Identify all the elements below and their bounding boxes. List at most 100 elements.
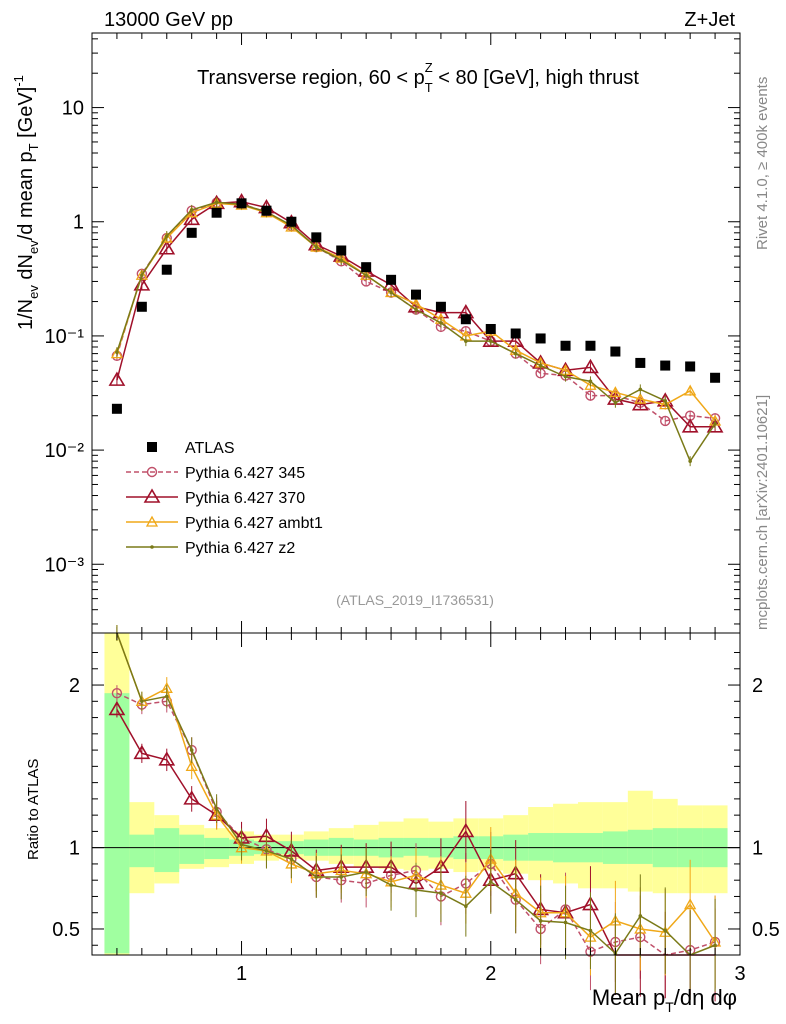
data-point [158, 240, 176, 255]
data-point [513, 351, 518, 356]
uncertainty-band-inner [104, 693, 130, 954]
data-point [183, 210, 201, 226]
ratio-point [538, 919, 543, 923]
ratio-point [158, 751, 176, 766]
ratio-point [183, 790, 201, 805]
analysis-watermark: (ATLAS_2019_I1736531) [336, 592, 494, 608]
uncertainty-band-inner [627, 829, 653, 864]
data-point [706, 418, 724, 433]
legend-label: ATLAS [185, 440, 235, 457]
legend-label: Pythia 6.427 ambt1 [185, 515, 323, 532]
data-point [535, 333, 546, 344]
data-point [336, 245, 347, 256]
legend: ATLAS Pythia 6.427 345 Pythia 6.427 370 Pyt… [126, 440, 323, 557]
data-point [411, 289, 421, 300]
ratio-point [189, 748, 194, 752]
data-point [389, 290, 393, 295]
ratio-point [239, 842, 244, 847]
legend-marker [146, 466, 158, 478]
data-point [435, 301, 446, 312]
ratio-y-tick-label: 1 [69, 838, 80, 860]
ratio-point [457, 822, 475, 838]
data-point [314, 245, 319, 249]
data-point [681, 418, 699, 433]
data-point [464, 339, 468, 343]
legend-marker [147, 442, 157, 452]
data-point [609, 386, 622, 398]
legend-label: Pythia 6.427 345 [185, 465, 305, 482]
uncertainty-band-inner [528, 833, 554, 861]
data-point [460, 314, 471, 325]
data-point [588, 379, 593, 384]
ratio-point [513, 897, 518, 902]
data-point [115, 350, 119, 355]
data-point [610, 346, 621, 357]
data-point [439, 321, 443, 325]
data-point [211, 207, 222, 218]
data-point [563, 374, 568, 379]
data-point [538, 363, 543, 368]
data-point [488, 339, 493, 343]
data-point [613, 400, 618, 405]
legend-entry: Pythia 6.427 z2 [126, 540, 295, 557]
data-point [136, 301, 147, 312]
data-point [660, 360, 671, 371]
data-point [364, 273, 368, 278]
data-point [638, 387, 643, 392]
ratio-point [264, 849, 269, 853]
ratio-point [638, 914, 643, 918]
data-point [713, 421, 717, 426]
x-tick-label: 1 [236, 963, 247, 985]
process-label: Z+Jet [684, 9, 735, 31]
energy-label: 13000 GeV pp [104, 9, 233, 31]
legend-entry: Pythia 6.427 ambt1 [126, 515, 323, 532]
legend-marker [145, 515, 159, 527]
legend-entry: Pythia 6.427 345 [126, 465, 305, 482]
uncertainty-band-inner [154, 828, 180, 873]
legend-marker [143, 488, 161, 503]
legend-entry: Pythia 6.427 370 [126, 488, 305, 507]
data-point [108, 371, 126, 386]
ratio-point [185, 760, 198, 772]
ratio-point [663, 928, 668, 933]
ratio-point [439, 891, 443, 896]
data-point [660, 415, 671, 427]
data-point [311, 232, 322, 243]
data-point [585, 340, 596, 351]
data-point [161, 264, 172, 275]
ratio-y-tick-label: 2 [69, 675, 80, 697]
ratio-y-axis-title: Ratio to ATLAS [25, 759, 42, 860]
data-point [286, 216, 297, 227]
data-point [635, 357, 646, 368]
uncertainty-band-inner [179, 834, 205, 864]
ratio-point [133, 744, 151, 760]
ratio-point [364, 870, 368, 874]
series-atlas [111, 198, 721, 414]
ratio-point [684, 898, 697, 910]
ratio-point [140, 699, 144, 704]
ratio-y-tick-label-right: 0.5 [752, 919, 780, 941]
ratio-point [414, 888, 418, 892]
data-point [659, 398, 672, 410]
y-tick-label: 10⁻² [45, 440, 85, 462]
ratio-y-tick-label: 0.5 [52, 919, 80, 941]
data-point [386, 274, 397, 285]
data-point [414, 307, 418, 312]
data-point [560, 340, 571, 351]
ratio-point [214, 806, 219, 811]
ratio-point [289, 857, 294, 861]
x-tick-label: 2 [485, 963, 496, 985]
data-point [688, 459, 692, 463]
data-point [684, 384, 697, 396]
data-point [261, 205, 272, 216]
data-point [510, 328, 521, 339]
ratio-point [713, 943, 717, 948]
legend-marker [150, 545, 154, 549]
data-point [685, 361, 696, 372]
data-point [663, 399, 668, 403]
x-tick-label: 3 [734, 963, 745, 985]
y-axis-title: 1/Nev dNev/d mean pT [GeV]-1 [11, 75, 41, 330]
data-point [214, 200, 219, 205]
ratio-y-tick-label-right: 1 [752, 838, 763, 860]
ratio-point [164, 694, 169, 699]
